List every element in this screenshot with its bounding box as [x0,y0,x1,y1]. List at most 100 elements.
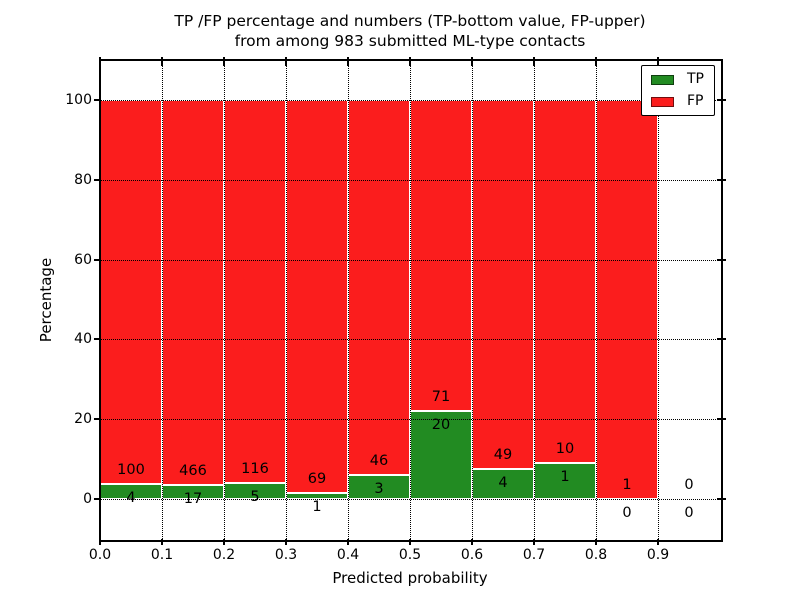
y-tick-label: 0 [83,491,92,508]
x-tick-mark [223,539,225,545]
x-tick-mark [347,539,349,545]
y-tick-mark [94,498,100,501]
y-tick-mark [94,98,100,101]
y-tick-mark [94,338,100,341]
fp-bar-segment [224,99,286,483]
fp-bar-segment [472,99,534,469]
tp-count-label: 1 [560,468,570,485]
fp-bar-segment [100,99,162,484]
tp-count-label: 4 [498,474,508,491]
x-axis-label: Predicted probability [332,569,488,587]
grid-layer [100,60,720,539]
x-tick-label: 0.2 [212,547,236,563]
y-tick-label: 40 [74,331,92,348]
fp-count-label: 1 [622,477,632,494]
y-tick-mark-right [717,98,726,101]
x-tick-label: 0.9 [646,547,670,563]
x-tick-label: 0.0 [88,547,112,563]
chart-title: TP /FP percentage and numbers (TP-bottom… [100,11,720,51]
legend-label-tp: TP [687,71,704,87]
fp-count-label: 10 [555,440,575,457]
tp-count-label: 0 [622,505,632,522]
fp-count-label: 466 [179,463,207,480]
x-tick-label: 0.5 [398,547,422,563]
fp-bar-segment [162,99,224,486]
legend-row: FP [651,94,704,109]
chart-title-line1: TP /FP percentage and numbers (TP-bottom… [174,12,646,30]
x-tick-mark [657,539,659,545]
fp-count-label: 116 [241,460,269,477]
x-tick-mark-top [161,57,163,66]
fp-count-label: 0 [684,477,694,494]
tp-count-label: 20 [431,417,451,434]
y-tick-mark-right [717,338,726,341]
x-tick-mark-top [99,57,101,66]
vertical-gridline [286,60,287,539]
bars-layer [100,60,720,539]
x-tick-mark-top [223,57,225,66]
vertical-gridline [658,60,659,539]
legend: TP FP [641,65,715,116]
tp-count-label: 17 [183,491,203,507]
legend-swatch-fp [651,96,674,107]
tp-count-label: 0 [684,505,694,522]
x-tick-mark-top [347,57,349,66]
y-tick-label: 60 [74,251,92,268]
vertical-gridline [224,60,225,539]
y-tick-mark-right [717,178,726,181]
y-tick-mark [94,418,100,421]
y-tick-label: 100 [65,91,92,108]
chart-title-line2: from among 983 submitted ML-type contact… [234,32,586,50]
fp-bar-segment [534,99,596,463]
tp-count-label: 1 [312,499,322,516]
x-tick-mark [99,539,101,545]
x-tick-label: 0.1 [150,547,174,563]
vertical-gridline [162,60,163,539]
y-axis-label: Percentage [37,257,55,343]
fp-bar-segment [410,99,472,412]
legend-swatch-tp [651,74,674,85]
fp-count-label: 71 [431,389,451,406]
vertical-gridline [596,60,597,539]
x-tick-mark-top [595,57,597,66]
x-tick-label: 0.6 [460,547,484,563]
vertical-gridline [348,60,349,539]
legend-row: TP [651,72,704,87]
legend-label-fp: FP [687,93,704,109]
x-tick-label: 0.8 [584,547,608,563]
x-tick-mark-top [533,57,535,66]
x-tick-label: 0.7 [522,547,546,563]
tp-count-label: 4 [126,489,136,506]
x-tick-mark-top [471,57,473,66]
annotations-layer: 100 4 466 17 116 5 69 1 46 3 71 20 49 4 10 1 1 0 0 0 [100,60,720,539]
fp-count-label: 46 [369,452,389,469]
x-tick-mark [533,539,535,545]
fp-count-label: 69 [307,471,327,488]
y-tick-label: 80 [74,171,92,188]
y-tick-mark-right [717,418,726,421]
vertical-gridline [472,60,473,539]
tp-count-label: 3 [374,480,384,497]
fp-bar-segment [348,99,410,475]
y-tick-mark-right [717,258,726,261]
x-tick-mark-top [409,57,411,66]
fp-count-label: 49 [493,446,513,463]
x-tick-mark [285,539,287,545]
y-tick-mark-right [717,498,726,501]
x-tick-mark [161,539,163,545]
tp-bar-segment [534,462,596,500]
fp-count-label: 100 [117,461,145,478]
tp-count-label: 5 [250,488,260,505]
x-tick-mark-top [657,57,659,66]
tp-bar-segment [472,468,534,500]
x-tick-mark [409,539,411,545]
x-tick-label: 0.3 [274,547,298,563]
y-tick-label: 20 [74,411,92,428]
vertical-gridline [410,60,411,539]
x-tick-mark [595,539,597,545]
y-tick-mark [94,178,100,181]
x-tick-mark-top [285,57,287,66]
fp-bar-segment [596,99,658,500]
x-tick-label: 0.4 [336,547,360,563]
